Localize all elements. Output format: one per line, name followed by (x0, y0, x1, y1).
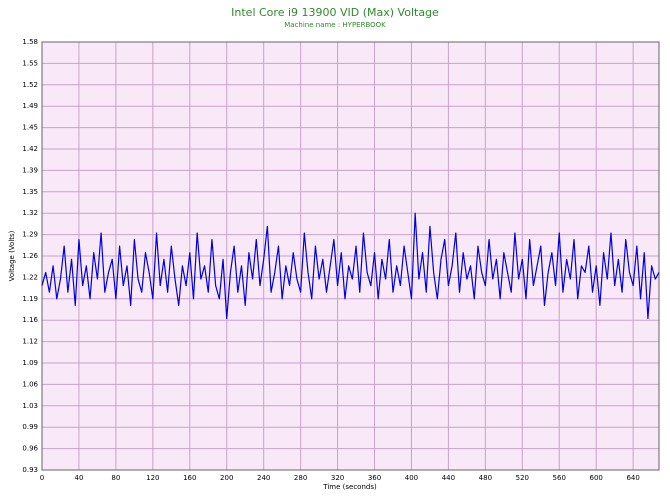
voltage-line (41, 212, 660, 320)
y-tick-label: 1.26 (22, 252, 38, 260)
x-tick-label: 440 (442, 474, 455, 482)
y-tick-label: 0.93 (22, 466, 38, 474)
y-tick-label: 1.42 (22, 145, 38, 153)
plot-border (41, 41, 660, 471)
x-tick-label: 80 (111, 474, 120, 482)
y-tick-label: 1.09 (22, 359, 38, 367)
x-tick-label: 40 (74, 474, 83, 482)
y-tick-label: 1.49 (22, 102, 38, 110)
y-tick-label: 0.96 (22, 445, 38, 453)
x-tick-label: 240 (257, 474, 270, 482)
x-tick-label: 200 (220, 474, 233, 482)
y-tick-label: 1.19 (22, 295, 38, 303)
y-tick-label: 1.32 (22, 209, 38, 217)
y-tick-label: 1.06 (22, 380, 38, 388)
y-tick-label: 1.39 (22, 166, 38, 174)
y-axis-label: Voltage (Volts) (8, 230, 16, 281)
y-tick-label: 1.22 (22, 273, 38, 281)
x-tick-label: 280 (294, 474, 307, 482)
x-tick-label: 640 (626, 474, 639, 482)
y-tick-label: 1.35 (22, 188, 38, 196)
x-tick-label: 360 (368, 474, 381, 482)
chart-subtitle: Machine name : HYPERBOOK (284, 21, 386, 29)
x-tick-label: 120 (146, 474, 159, 482)
chart-title: Intel Core i9 13900 VID (Max) Voltage (231, 6, 439, 19)
y-tick-label: 1.52 (22, 81, 38, 89)
x-tick-label: 520 (516, 474, 529, 482)
y-tick-label: 1.45 (22, 124, 38, 132)
x-tick-label: 480 (479, 474, 492, 482)
y-tick-label: 1.03 (22, 402, 38, 410)
x-tick-label: 160 (183, 474, 196, 482)
y-tick-label: 1.12 (22, 338, 38, 346)
y-tick-label: 0.99 (22, 423, 38, 431)
x-tick-label: 0 (40, 474, 44, 482)
y-tick-label: 1.16 (22, 316, 38, 324)
x-axis-label: Time (seconds) (322, 483, 377, 491)
y-tick-label: 1.55 (22, 59, 38, 67)
x-tick-label: 400 (405, 474, 418, 482)
x-tick-label: 560 (553, 474, 566, 482)
x-tick-label: 600 (590, 474, 603, 482)
y-tick-label: 1.58 (22, 38, 38, 46)
x-tick-label: 320 (331, 474, 344, 482)
y-tick-label: 1.29 (22, 231, 38, 239)
